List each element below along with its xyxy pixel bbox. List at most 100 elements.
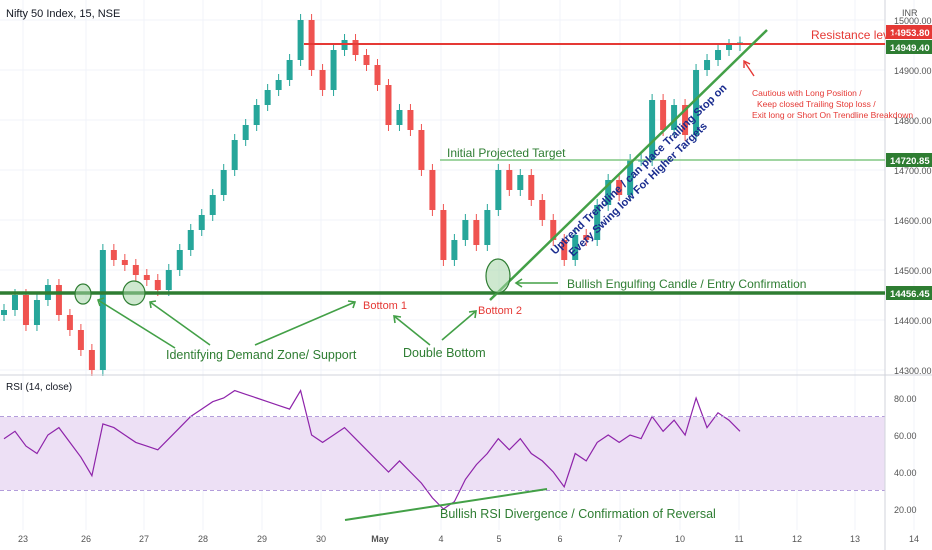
cautious-label-3: Exit long or Short On Trendline Breakdow… [752, 110, 913, 120]
candle-6 [66, 309, 73, 336]
rsi-tick-3: 20.00 [894, 505, 917, 515]
candle-0 [1, 304, 7, 321]
candle-21 [231, 134, 238, 176]
x-tick-6: May [371, 534, 389, 544]
currency-label: INR [902, 8, 918, 18]
x-tick-7: 4 [438, 534, 443, 544]
price-tick-5: 14500.00 [894, 266, 932, 276]
bottom1-label: Bottom 1 [363, 300, 407, 312]
candle-25 [275, 74, 282, 96]
candle-45 [495, 164, 502, 216]
candle-33 [363, 49, 370, 71]
candle-16 [176, 244, 183, 276]
price-tags: 14953.80 14949.40 14720.85 14456.45 [886, 25, 932, 300]
candle-8 [88, 344, 95, 376]
svg-text:14720.85: 14720.85 [890, 156, 930, 167]
candle-11 [121, 254, 128, 271]
chart-title: Nifty 50 Index, 15, NSE [6, 8, 120, 20]
candle-32 [352, 34, 359, 61]
candle-44 [484, 204, 491, 251]
x-tick-4: 29 [257, 534, 267, 544]
candle-17 [187, 224, 194, 256]
candle-9 [99, 244, 106, 376]
candle-18 [198, 209, 205, 236]
demand-label: Identifying Demand Zone/ Support [166, 348, 357, 362]
rsi-axis-labels: 80.00 60.00 40.00 20.00 [894, 394, 917, 515]
double-bottom-label: Double Bottom [403, 346, 486, 360]
candle-42 [462, 214, 469, 246]
candle-22 [242, 119, 249, 146]
price-tick-6: 14400.00 [894, 316, 932, 326]
candle-51 [561, 234, 568, 266]
candle-36 [396, 104, 403, 131]
candle-26 [286, 54, 293, 86]
x-tick-10: 7 [617, 534, 622, 544]
candle-63 [693, 64, 700, 141]
candle-27 [297, 14, 304, 66]
rsi-title: RSI (14, close) [6, 382, 72, 393]
candle-38 [418, 124, 425, 176]
price-tick-1: 14900.00 [894, 66, 932, 76]
engulfing-label: Bullish Engulfing Candle / Entry Confirm… [567, 277, 806, 291]
rsi-divergence-label: Bullish RSI Divergence / Confirmation of… [440, 507, 716, 521]
price-axis-labels: 15000.00 14900.00 14800.00 14700.00 14600.00… [894, 16, 932, 376]
resistance-label: Resistance level [811, 28, 898, 42]
rsi-tick-2: 40.00 [894, 468, 917, 478]
candle-30 [330, 44, 337, 96]
candle-23 [253, 99, 260, 131]
x-tick-5: 30 [316, 534, 326, 544]
candle-15 [165, 264, 172, 296]
candle-24 [264, 84, 271, 111]
svg-text:14953.80: 14953.80 [890, 28, 930, 39]
x-tick-12: 11 [734, 534, 743, 544]
candle-59 [649, 94, 656, 166]
candle-52 [572, 229, 579, 266]
candle-53 [583, 229, 590, 246]
x-tick-1: 26 [81, 534, 91, 544]
candle-64 [704, 54, 711, 76]
candle-43 [473, 214, 480, 251]
price-tick-7: 14300.00 [894, 366, 932, 376]
candle-54 [594, 199, 601, 246]
svg-text:14456.45: 14456.45 [890, 289, 930, 300]
x-tick-9: 6 [557, 534, 562, 544]
svg-text:14949.40: 14949.40 [890, 43, 930, 54]
candle-3 [33, 294, 40, 331]
demand-circle-2 [122, 280, 146, 306]
candle-46 [506, 164, 513, 196]
candle-55 [605, 174, 612, 211]
rsi-series [0, 389, 885, 510]
x-tick-8: 5 [496, 534, 501, 544]
candle-61 [671, 99, 678, 136]
candle-56 [616, 174, 623, 201]
candle-35 [385, 79, 392, 131]
price-tag-0: 14953.80 [886, 25, 932, 39]
x-tick-3: 28 [198, 534, 208, 544]
candle-60 [660, 94, 667, 136]
candle-7 [77, 324, 84, 356]
x-axis-labels: 23 26 27 28 29 30 May 4 5 6 7 10 11 12 13 14 [18, 534, 919, 544]
rsi-divergence-line [344, 488, 548, 521]
candle-48 [528, 169, 535, 206]
candle-12 [132, 259, 139, 281]
rsi-tick-1: 60.00 [894, 431, 917, 441]
x-tick-2: 27 [139, 534, 149, 544]
x-tick-0: 23 [18, 534, 28, 544]
price-tag-2: 14720.85 [886, 153, 932, 167]
price-tick-3: 14700.00 [894, 166, 932, 176]
x-tick-14: 13 [850, 534, 860, 544]
candle-2 [22, 289, 29, 331]
candle-19 [209, 189, 216, 221]
x-tick-11: 10 [675, 534, 685, 544]
engulfing-circle [485, 258, 511, 294]
demand-circle-1 [74, 283, 92, 305]
candle-66 [726, 39, 733, 56]
candle-5 [55, 279, 62, 321]
candle-20 [220, 164, 227, 201]
candle-65 [715, 44, 722, 66]
rsi-band [0, 417, 885, 490]
trendline-label-2: Every Swing low For Higher Targets [567, 120, 710, 259]
cautious-label-1: Cautious with Long Position / [752, 88, 862, 98]
candle-49 [539, 194, 546, 226]
